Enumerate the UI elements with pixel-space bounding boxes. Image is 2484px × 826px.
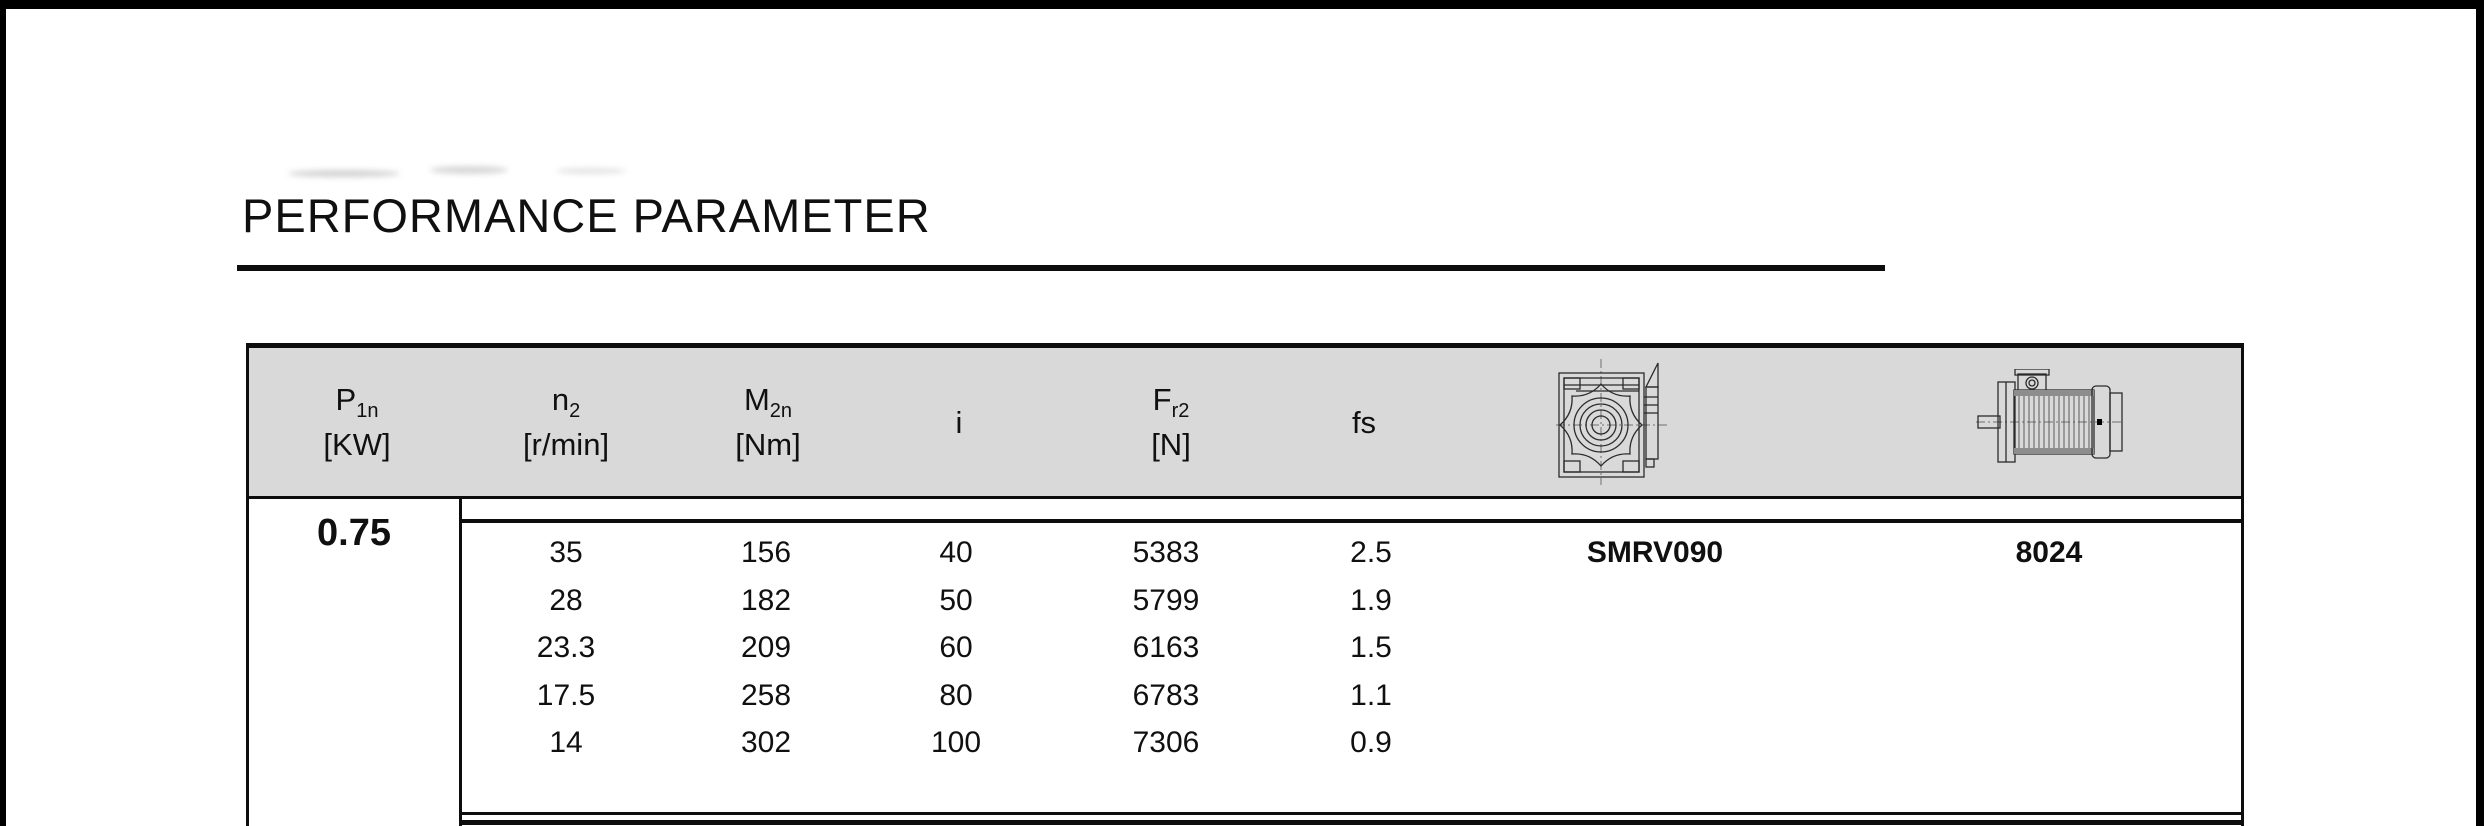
scan-frame-left xyxy=(0,0,6,826)
page-title: PERFORMANCE PARAMETER xyxy=(242,189,931,242)
header-symbol: Fr2 xyxy=(1152,382,1190,423)
col-header-fr2: Fr2 [N] xyxy=(1151,348,1191,496)
header-symbol: fs xyxy=(1351,404,1377,440)
table-border-top xyxy=(246,343,2244,348)
cell-fr2: 6163 xyxy=(1132,631,1200,664)
cell-n2: 35 xyxy=(549,536,583,569)
cell-fr2: 7306 xyxy=(1132,726,1200,759)
header-symbol: P1n xyxy=(335,382,379,423)
scan-smudge xyxy=(430,166,508,174)
col-header-n2: n2 [r/min] xyxy=(523,348,609,496)
p1n-column-divider xyxy=(459,499,462,826)
table-row: 28 182 50 5799 1.9 xyxy=(462,579,2241,623)
cell-m2n: 156 xyxy=(740,536,792,569)
header-symbol: i xyxy=(955,404,963,440)
p1n-value: 0.75 xyxy=(317,512,391,554)
data-block-bottom-border xyxy=(462,812,2241,815)
cell-n2: 28 xyxy=(549,584,583,617)
scan-frame-top xyxy=(0,0,2484,9)
cell-m2n: 209 xyxy=(740,631,792,664)
table-border-right xyxy=(2241,343,2244,826)
cell-fs: 0.9 xyxy=(1350,726,1392,759)
cell-m2n: 302 xyxy=(740,726,792,759)
cell-fs: 2.5 xyxy=(1350,536,1392,569)
next-block-top-border xyxy=(462,820,2241,825)
table-row: 14 302 100 7306 0.9 xyxy=(462,721,2241,765)
scan-smudge xyxy=(288,170,400,177)
table-row: 17.5 258 80 6783 1.1 xyxy=(462,674,2241,718)
cell-gearbox-model: SMRV090 xyxy=(1586,536,1724,569)
col-header-m2n: M2n [Nm] xyxy=(735,348,800,496)
header-unit: [N] xyxy=(1151,427,1191,462)
performance-table: P1n [KW] n2 [r/min] M2n [Nm] i Fr2 [N] f… xyxy=(246,343,2244,826)
worm-gearbox-icon xyxy=(1556,359,1668,485)
header-unit: [Nm] xyxy=(735,427,801,462)
cell-i: 50 xyxy=(939,584,973,617)
col-header-fs: fs xyxy=(1352,348,1376,496)
header-unit: [r/min] xyxy=(522,427,610,462)
table-row: 23.3 209 60 6163 1.5 xyxy=(462,626,2241,670)
data-block-top-border xyxy=(462,519,2241,523)
col-header-i: i xyxy=(956,348,963,496)
title-underline xyxy=(237,265,1885,271)
header-symbol: M2n xyxy=(743,382,793,423)
cell-i: 100 xyxy=(930,726,982,759)
header-bottom-border xyxy=(246,496,2244,499)
cell-i: 60 xyxy=(939,631,973,664)
cell-m2n: 182 xyxy=(740,584,792,617)
cell-i: 80 xyxy=(939,679,973,712)
cell-fs: 1.5 xyxy=(1350,631,1392,664)
cell-fr2: 5799 xyxy=(1132,584,1200,617)
cell-fr2: 5383 xyxy=(1132,536,1200,569)
cell-fs: 1.1 xyxy=(1350,679,1392,712)
cell-i: 40 xyxy=(939,536,973,569)
cell-n2: 17.5 xyxy=(536,679,596,712)
header-symbol: n2 xyxy=(551,382,581,423)
scan-frame-right xyxy=(2476,0,2484,826)
header-unit: [KW] xyxy=(323,427,391,462)
header-background xyxy=(249,348,2241,496)
scan-smudge xyxy=(556,168,626,174)
table-body: 35 156 40 5383 2.5 SMRV090 8024 28 182 5… xyxy=(462,343,2241,826)
table-row: 35 156 40 5383 2.5 SMRV090 8024 xyxy=(462,531,2241,575)
electric-motor-icon xyxy=(1976,369,2124,463)
cell-n2: 14 xyxy=(549,726,583,759)
cell-fs: 1.9 xyxy=(1350,584,1392,617)
cell-motor-model: 8024 xyxy=(2015,536,2083,569)
cell-m2n: 258 xyxy=(740,679,792,712)
table-header-row: P1n [KW] n2 [r/min] M2n [Nm] i Fr2 [N] f… xyxy=(249,348,2241,496)
col-header-p1n: P1n [KW] xyxy=(323,348,390,496)
cell-n2: 23.3 xyxy=(536,631,596,664)
table-border-left xyxy=(246,343,249,826)
cell-fr2: 6783 xyxy=(1132,679,1200,712)
